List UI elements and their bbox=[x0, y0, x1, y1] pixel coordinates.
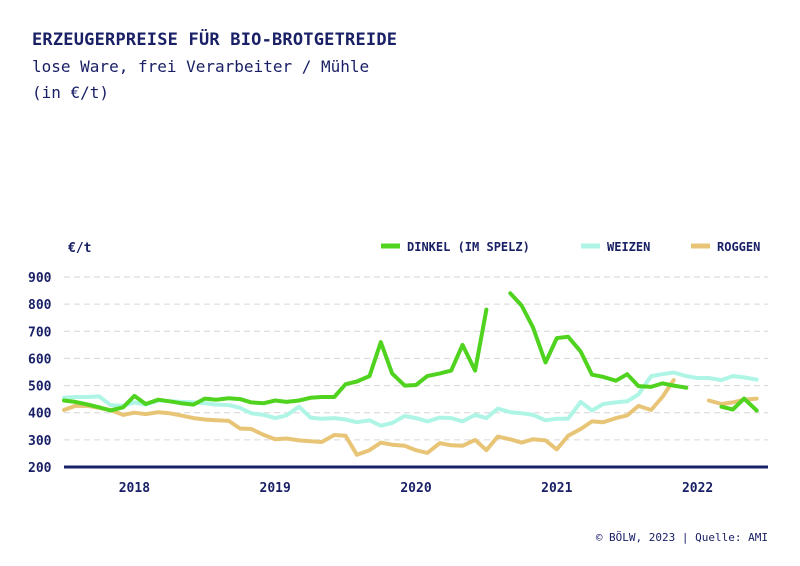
series-line bbox=[719, 396, 759, 413]
legend-label: ROGGEN bbox=[717, 240, 760, 254]
legend: DINKEL (IM SPELZ) WEIZEN ROGGEN bbox=[381, 240, 760, 254]
x-tick-label: 2020 bbox=[400, 481, 431, 496]
chart-title: ERZEUGERPREISE FÜR BIO-BROTGETREIDE bbox=[32, 30, 398, 50]
y-tick-label: 300 bbox=[28, 434, 52, 449]
x-tick-label: 2022 bbox=[682, 481, 713, 496]
x-tick-labels: 2018 2019 2020 2021 2022 bbox=[119, 481, 714, 496]
legend-label: WEIZEN bbox=[607, 240, 650, 254]
chart-subtitle: lose Ware, frei Verarbeiter / Mühle bbox=[32, 57, 370, 76]
source-credit: © BÖLW, 2023 | Quelle: AMI bbox=[595, 531, 768, 544]
gridlines bbox=[64, 276, 768, 441]
x-tick-label: 2021 bbox=[541, 481, 572, 496]
series-lines bbox=[62, 291, 759, 457]
y-tick-label: 400 bbox=[28, 407, 52, 422]
x-tick-label: 2018 bbox=[119, 481, 150, 496]
x-tick-label: 2019 bbox=[260, 481, 291, 496]
series-line bbox=[62, 378, 676, 457]
y-tick-label: 800 bbox=[28, 298, 52, 313]
y-tick-label: 500 bbox=[28, 380, 52, 395]
series-line bbox=[706, 396, 759, 406]
y-tick-label: 200 bbox=[28, 461, 52, 476]
y-tick-label: 900 bbox=[28, 271, 52, 286]
series-line bbox=[508, 291, 689, 390]
unit-subtitle: (in €/t) bbox=[32, 83, 110, 102]
y-tick-labels: 900 800 700 600 500 400 300 200 bbox=[28, 271, 52, 476]
y-tick-label: 700 bbox=[28, 325, 52, 340]
legend-label: DINKEL (IM SPELZ) bbox=[407, 240, 530, 254]
y-axis-label: €/t bbox=[68, 241, 91, 256]
series-line bbox=[62, 307, 489, 413]
y-tick-label: 600 bbox=[28, 352, 52, 367]
